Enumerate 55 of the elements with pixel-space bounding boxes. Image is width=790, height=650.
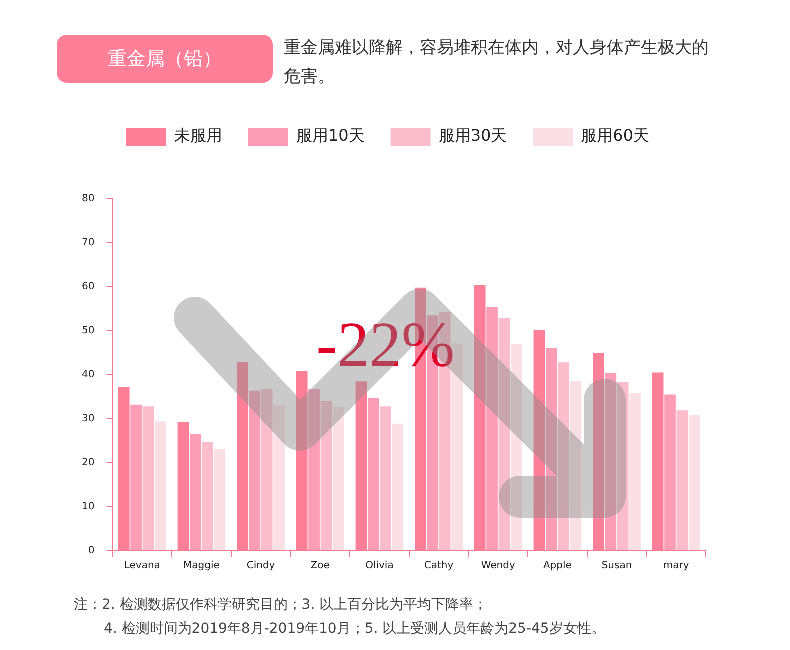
x-tick-label: Maggie — [184, 560, 220, 572]
y-tick-label: 20 — [82, 458, 95, 469]
bar — [320, 401, 332, 550]
text: 4. 检测时间为2019年8月-2019年10月；5. 以上受测人员年龄为25-45岁女性。 — [103, 620, 606, 639]
bar — [617, 382, 629, 550]
y-tick-label: 50 — [82, 326, 95, 337]
legend-label: 服用10天 — [296, 126, 365, 146]
legend-label: 服用60天 — [581, 126, 650, 146]
bar — [261, 390, 273, 550]
bar — [452, 344, 463, 550]
x-tick-label: Cathy — [424, 560, 454, 572]
bar — [605, 373, 617, 550]
bar — [688, 415, 700, 550]
y-tick-label: 0 — [88, 546, 95, 557]
bar — [486, 307, 498, 550]
legend-label: 未服用 — [174, 126, 222, 146]
chart-title: 重金属（铅） — [57, 35, 273, 83]
bar — [630, 393, 641, 550]
x-tick-label: Susan — [602, 560, 632, 572]
bar — [676, 410, 688, 550]
x-tick-label: Wendy — [481, 560, 516, 572]
bar — [510, 344, 522, 550]
bar — [368, 398, 380, 550]
bar — [558, 362, 570, 550]
bar — [664, 394, 676, 550]
y-tick-label: 60 — [82, 282, 95, 293]
x-tick-label: Levana — [124, 560, 160, 572]
bar — [274, 406, 285, 550]
bar — [190, 434, 202, 550]
text: 注：2. 检测数据仅作科学研究目的；3. 以上百分比为平均下降率； — [74, 596, 489, 615]
y-tick-label: 70 — [82, 238, 95, 249]
bar — [380, 406, 392, 550]
bar — [142, 406, 154, 550]
y-tick-label: 80 — [82, 194, 95, 205]
bar — [202, 442, 214, 550]
bar — [249, 390, 261, 550]
bar — [214, 449, 226, 550]
bar — [570, 381, 582, 550]
x-tick-label: Zoe — [310, 560, 330, 572]
bar — [154, 422, 166, 550]
chart-subtitle: 重金属难以降解，容易堆积在体内，对人身体产生极大的危害。 — [284, 37, 710, 89]
bar — [332, 408, 344, 550]
y-tick-label: 40 — [82, 370, 95, 381]
x-tick-label: mary — [663, 560, 690, 572]
bar — [546, 348, 558, 550]
y-tick-label: 30 — [82, 414, 95, 425]
x-tick-label: Olivia — [366, 560, 394, 572]
bar — [392, 424, 404, 550]
y-tick-label: 10 — [82, 502, 95, 513]
legend-label: 服用30天 — [438, 126, 508, 146]
x-tick-label: Cindy — [246, 560, 276, 572]
annotation: -22% — [316, 308, 455, 380]
x-tick-label: Apple — [543, 560, 572, 572]
bar — [130, 404, 142, 550]
bar — [498, 318, 510, 550]
